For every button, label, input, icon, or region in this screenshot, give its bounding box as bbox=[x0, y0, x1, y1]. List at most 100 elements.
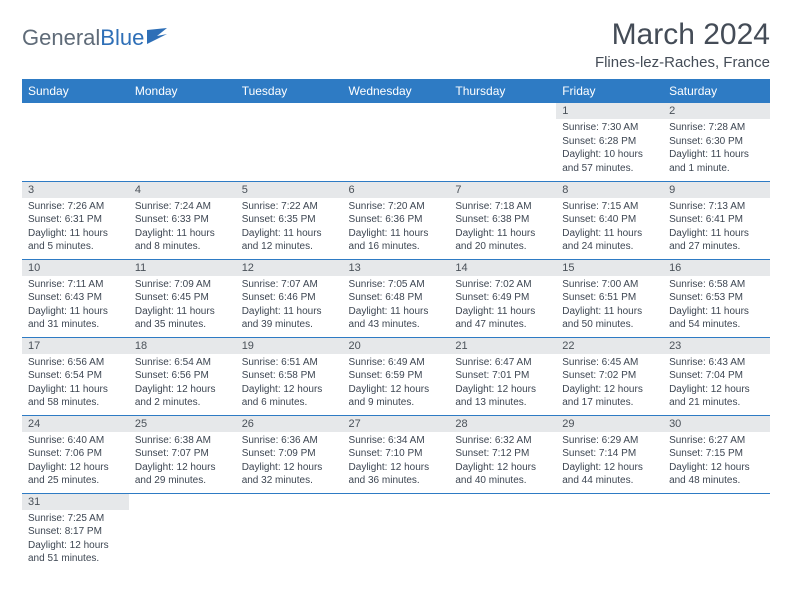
day-details: Sunrise: 6:45 AMSunset: 7:02 PMDaylight:… bbox=[556, 354, 663, 414]
day-sr: Sunrise: 6:32 AM bbox=[455, 434, 550, 448]
day-sr: Sunrise: 7:20 AM bbox=[349, 200, 444, 214]
calendar-day-cell bbox=[663, 493, 770, 571]
logo-text-blue: Blue bbox=[100, 25, 144, 51]
day-number: 8 bbox=[556, 182, 663, 198]
calendar-day-cell: 19Sunrise: 6:51 AMSunset: 6:58 PMDayligh… bbox=[236, 337, 343, 415]
calendar-day-cell: 7Sunrise: 7:18 AMSunset: 6:38 PMDaylight… bbox=[449, 181, 556, 259]
day-details: Sunrise: 7:15 AMSunset: 6:40 PMDaylight:… bbox=[556, 198, 663, 258]
calendar-day-cell bbox=[343, 103, 450, 181]
day-sr: Sunrise: 7:07 AM bbox=[242, 278, 337, 292]
day-dl2: and 12 minutes. bbox=[242, 240, 337, 254]
day-ss: Sunset: 6:30 PM bbox=[669, 135, 764, 149]
day-sr: Sunrise: 6:51 AM bbox=[242, 356, 337, 370]
day-dl1: Daylight: 12 hours bbox=[28, 461, 123, 475]
calendar-day-cell: 2Sunrise: 7:28 AMSunset: 6:30 PMDaylight… bbox=[663, 103, 770, 181]
day-details: Sunrise: 6:32 AMSunset: 7:12 PMDaylight:… bbox=[449, 432, 556, 492]
day-ss: Sunset: 7:04 PM bbox=[669, 369, 764, 383]
calendar-week-row: 3Sunrise: 7:26 AMSunset: 6:31 PMDaylight… bbox=[22, 181, 770, 259]
calendar-day-cell: 3Sunrise: 7:26 AMSunset: 6:31 PMDaylight… bbox=[22, 181, 129, 259]
day-dl1: Daylight: 12 hours bbox=[562, 461, 657, 475]
calendar-day-cell: 26Sunrise: 6:36 AMSunset: 7:09 PMDayligh… bbox=[236, 415, 343, 493]
calendar-week-row: 10Sunrise: 7:11 AMSunset: 6:43 PMDayligh… bbox=[22, 259, 770, 337]
day-number: 4 bbox=[129, 182, 236, 198]
calendar-day-cell: 6Sunrise: 7:20 AMSunset: 6:36 PMDaylight… bbox=[343, 181, 450, 259]
calendar-day-cell: 25Sunrise: 6:38 AMSunset: 7:07 PMDayligh… bbox=[129, 415, 236, 493]
day-dl1: Daylight: 12 hours bbox=[242, 383, 337, 397]
day-number: 23 bbox=[663, 338, 770, 354]
day-number: 19 bbox=[236, 338, 343, 354]
day-number: 14 bbox=[449, 260, 556, 276]
calendar-day-cell: 5Sunrise: 7:22 AMSunset: 6:35 PMDaylight… bbox=[236, 181, 343, 259]
day-dl2: and 13 minutes. bbox=[455, 396, 550, 410]
day-dl2: and 47 minutes. bbox=[455, 318, 550, 332]
day-number: 31 bbox=[22, 494, 129, 510]
day-dl1: Daylight: 12 hours bbox=[135, 383, 230, 397]
day-sr: Sunrise: 7:05 AM bbox=[349, 278, 444, 292]
calendar-day-cell bbox=[129, 103, 236, 181]
day-dl1: Daylight: 12 hours bbox=[562, 383, 657, 397]
day-details: Sunrise: 6:51 AMSunset: 6:58 PMDaylight:… bbox=[236, 354, 343, 414]
day-details: Sunrise: 7:00 AMSunset: 6:51 PMDaylight:… bbox=[556, 276, 663, 336]
day-ss: Sunset: 7:10 PM bbox=[349, 447, 444, 461]
day-ss: Sunset: 7:06 PM bbox=[28, 447, 123, 461]
day-details: Sunrise: 7:20 AMSunset: 6:36 PMDaylight:… bbox=[343, 198, 450, 258]
day-ss: Sunset: 6:38 PM bbox=[455, 213, 550, 227]
day-sr: Sunrise: 6:49 AM bbox=[349, 356, 444, 370]
day-ss: Sunset: 7:09 PM bbox=[242, 447, 337, 461]
day-number: 27 bbox=[343, 416, 450, 432]
weekday-header-row: Sunday Monday Tuesday Wednesday Thursday… bbox=[22, 79, 770, 103]
day-dl1: Daylight: 11 hours bbox=[242, 305, 337, 319]
day-dl1: Daylight: 11 hours bbox=[669, 305, 764, 319]
day-ss: Sunset: 7:07 PM bbox=[135, 447, 230, 461]
day-dl2: and 20 minutes. bbox=[455, 240, 550, 254]
day-dl1: Daylight: 11 hours bbox=[349, 227, 444, 241]
day-dl1: Daylight: 12 hours bbox=[455, 383, 550, 397]
weekday-header: Sunday bbox=[22, 79, 129, 103]
day-dl1: Daylight: 12 hours bbox=[669, 461, 764, 475]
day-dl1: Daylight: 11 hours bbox=[455, 227, 550, 241]
day-dl2: and 27 minutes. bbox=[669, 240, 764, 254]
day-dl2: and 50 minutes. bbox=[562, 318, 657, 332]
day-ss: Sunset: 7:14 PM bbox=[562, 447, 657, 461]
day-dl2: and 44 minutes. bbox=[562, 474, 657, 488]
day-ss: Sunset: 8:17 PM bbox=[28, 525, 123, 539]
day-number: 7 bbox=[449, 182, 556, 198]
day-sr: Sunrise: 6:43 AM bbox=[669, 356, 764, 370]
day-number: 16 bbox=[663, 260, 770, 276]
day-sr: Sunrise: 6:40 AM bbox=[28, 434, 123, 448]
day-dl2: and 32 minutes. bbox=[242, 474, 337, 488]
calendar-day-cell: 30Sunrise: 6:27 AMSunset: 7:15 PMDayligh… bbox=[663, 415, 770, 493]
day-number: 11 bbox=[129, 260, 236, 276]
day-ss: Sunset: 6:28 PM bbox=[562, 135, 657, 149]
day-ss: Sunset: 6:49 PM bbox=[455, 291, 550, 305]
day-dl2: and 36 minutes. bbox=[349, 474, 444, 488]
calendar-day-cell bbox=[343, 493, 450, 571]
day-details: Sunrise: 6:47 AMSunset: 7:01 PMDaylight:… bbox=[449, 354, 556, 414]
weekday-header: Wednesday bbox=[343, 79, 450, 103]
day-sr: Sunrise: 7:25 AM bbox=[28, 512, 123, 526]
flag-icon bbox=[147, 24, 169, 50]
day-ss: Sunset: 6:43 PM bbox=[28, 291, 123, 305]
day-dl1: Daylight: 10 hours bbox=[562, 148, 657, 162]
day-ss: Sunset: 6:46 PM bbox=[242, 291, 337, 305]
day-sr: Sunrise: 6:58 AM bbox=[669, 278, 764, 292]
day-number: 15 bbox=[556, 260, 663, 276]
day-number: 24 bbox=[22, 416, 129, 432]
day-dl1: Daylight: 11 hours bbox=[455, 305, 550, 319]
weekday-header: Saturday bbox=[663, 79, 770, 103]
day-details: Sunrise: 7:02 AMSunset: 6:49 PMDaylight:… bbox=[449, 276, 556, 336]
calendar-day-cell: 31Sunrise: 7:25 AMSunset: 8:17 PMDayligh… bbox=[22, 493, 129, 571]
day-number: 22 bbox=[556, 338, 663, 354]
day-ss: Sunset: 6:36 PM bbox=[349, 213, 444, 227]
calendar-day-cell: 14Sunrise: 7:02 AMSunset: 6:49 PMDayligh… bbox=[449, 259, 556, 337]
day-number: 21 bbox=[449, 338, 556, 354]
day-number: 6 bbox=[343, 182, 450, 198]
day-sr: Sunrise: 6:45 AM bbox=[562, 356, 657, 370]
day-details: Sunrise: 6:29 AMSunset: 7:14 PMDaylight:… bbox=[556, 432, 663, 492]
day-ss: Sunset: 6:41 PM bbox=[669, 213, 764, 227]
calendar-week-row: 24Sunrise: 6:40 AMSunset: 7:06 PMDayligh… bbox=[22, 415, 770, 493]
calendar-day-cell: 27Sunrise: 6:34 AMSunset: 7:10 PMDayligh… bbox=[343, 415, 450, 493]
calendar-day-cell: 18Sunrise: 6:54 AMSunset: 6:56 PMDayligh… bbox=[129, 337, 236, 415]
logo-text-gray: General bbox=[22, 25, 100, 51]
calendar-day-cell: 23Sunrise: 6:43 AMSunset: 7:04 PMDayligh… bbox=[663, 337, 770, 415]
